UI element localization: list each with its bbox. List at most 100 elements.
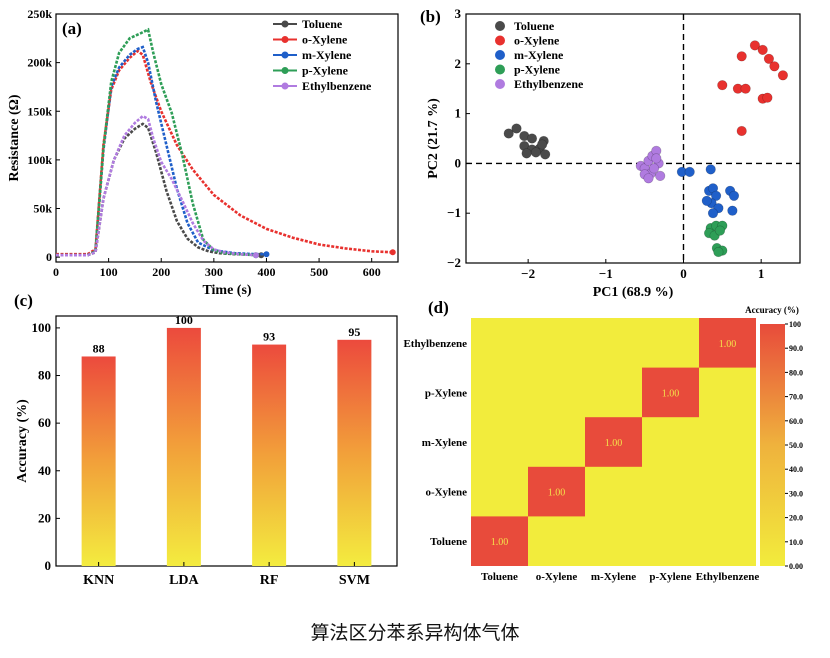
heatmap-x-label-ethylbenzene: Ethylbenzene (696, 571, 760, 583)
scatter-point-ethylbenzene (648, 163, 660, 174)
legend-label-m-xylene: m-Xylene (302, 48, 352, 62)
x-tick-label-b: −1 (599, 266, 613, 281)
plot-frame-b (465, 13, 801, 264)
x-tick-label-c-svm: SVM (339, 573, 370, 588)
bar-value-label-svm: 95 (348, 325, 360, 339)
panel-a-line-chart: (a) 0 100 200 300 400 500 600 0 50k 100k 150k 200k 25… (7, 7, 399, 298)
scatter-point-toluene (540, 149, 551, 160)
series-end-marker-m-xylene (263, 251, 270, 258)
heatmap-y-label-o-xylene: o-Xylene (425, 487, 467, 499)
y-axis-label-c: Accuracy (%) (15, 399, 30, 483)
y-tick-label-c: 40 (38, 463, 51, 478)
series-end-marker-o-xylene (389, 249, 396, 256)
x-tick-label-c-lda: LDA (169, 573, 199, 588)
y-tick-label-a: 150k (27, 104, 52, 118)
legend-marker-o-xylene (281, 36, 289, 43)
legend-label-ethylbenzene: Ethylbenzene (302, 79, 372, 93)
heatmap-y-label-ethylbenzene: Ethylbenzene (403, 338, 467, 350)
y-tick-label-a: 100k (27, 153, 52, 167)
scatter-point-m-xylene (707, 208, 719, 219)
scatter-point-o-xylene (736, 125, 747, 137)
legend-marker-b-toluene (495, 21, 505, 31)
heatmap-cell-ethylbenzene-ethylbenzene (699, 318, 756, 368)
colorbar-tick-label: 60.0 (789, 417, 803, 426)
heatmap-cell-label: 1.00 (605, 438, 623, 449)
scatter-point-p-xylene (713, 246, 724, 258)
x-tick-label-b: 0 (680, 266, 687, 281)
bar-svm (337, 339, 372, 566)
scatter-point-m-xylene (684, 166, 695, 177)
heatmap-cell-label: 1.00 (548, 488, 566, 499)
x-tick-label-b: 1 (758, 266, 765, 281)
colorbar-tick-label: 0.00 (789, 562, 803, 571)
x-axis-label-a: Time (s) (202, 283, 251, 298)
scatter-point-toluene (526, 133, 538, 144)
legend-marker-b-m-xylene (495, 50, 505, 60)
series-line-p-xylene (56, 27, 256, 257)
scatter-point-ethylbenzene (643, 173, 654, 184)
scatter-point-m-xylene (727, 205, 738, 216)
heatmap-x-label-o-xylene: o-Xylene (536, 571, 578, 583)
x-tick-label-a: 100 (100, 265, 118, 279)
scatter-point-toluene (503, 128, 514, 139)
series-line-ethylbenzene (56, 114, 256, 257)
scatter-point-o-xylene (736, 51, 747, 62)
heatmap-x-label-toluene: Toluene (481, 571, 518, 583)
x-axis-label-b: PC1 (68.9 %) (593, 285, 674, 300)
x-tick-label-a: 200 (152, 265, 170, 279)
legend-marker-b-p-xylene (495, 64, 505, 75)
y-tick-label-c: 0 (45, 558, 52, 573)
legend-label-b-p-xylene: p-Xylene (514, 63, 561, 77)
y-tick-label-a: 200k (27, 56, 52, 70)
scatter-point-o-xylene (769, 61, 780, 72)
scatter-point-o-xylene (777, 70, 789, 81)
colorbar-tick-label: 90.0 (789, 344, 803, 353)
legend-marker-b-ethylbenzene (495, 79, 505, 89)
y-tick-label-b: 0 (455, 155, 462, 170)
heatmap-y-label-m-xylene: m-Xylene (422, 437, 467, 449)
colorbar-tick-label: 80.0 (789, 368, 803, 377)
colorbar-tick-label: 70.0 (789, 393, 803, 402)
bar-lda (166, 327, 201, 566)
legend-label-o-xylene: o-Xylene (302, 33, 348, 47)
x-tick-label-a: 500 (310, 265, 328, 279)
heatmap-cell-m-xylene-m-xylene (585, 417, 642, 467)
heatmap-cell-label: 1.00 (719, 339, 737, 350)
figure: (a)0 100 200 300 400 500 600050k100k150k200k25… (7, 6, 803, 588)
heatmap-x-label-p-xylene: p-Xylene (649, 571, 691, 583)
y-axis-label-a: Resistance (Ω) (7, 94, 22, 181)
scatter-point-o-xylene (762, 92, 773, 103)
scatter-point-toluene (521, 148, 532, 159)
legend-marker-ethylbenzene (281, 82, 289, 90)
series-line-m-xylene (56, 45, 267, 257)
plot-frame-c (55, 315, 398, 567)
bar-value-label-rf: 93 (263, 330, 275, 344)
scatter-point-o-xylene (740, 83, 751, 94)
colorbar-tick-label: 20.0 (789, 514, 803, 523)
legend-label-b-m-xylene: m-Xylene (514, 48, 564, 62)
x-tick-label-a: 400 (257, 265, 275, 279)
heatmap-cell-o-xylene-o-xylene (528, 466, 585, 517)
series-line-toluene (56, 122, 262, 257)
series-end-marker-ethylbenzene (252, 252, 259, 259)
y-tick-label-b: 2 (455, 56, 462, 71)
plot-frame-a (55, 13, 399, 263)
legend-label-toluene: Toluene (302, 17, 343, 31)
legend-marker-b-o-xylene (495, 35, 505, 46)
legend-label-b-toluene: Toluene (514, 19, 555, 33)
bar-value-label-knn: 88 (93, 341, 105, 355)
panel-label-c: (c) (14, 291, 33, 310)
scatter-point-ethylbenzene (655, 170, 666, 181)
scatter-point-ethylbenzene (651, 153, 662, 164)
y-tick-label-c: 80 (38, 368, 51, 383)
colorbar-tick-label: 10.0 (789, 538, 803, 547)
panel-label-b: (b) (420, 7, 441, 26)
colorbar-tick-label: 50.0 (789, 441, 803, 450)
y-tick-label-c: 20 (38, 510, 51, 525)
colorbar (760, 324, 785, 566)
colorbar-title: Accuracy (%) (745, 305, 799, 315)
scatter-point-o-xylene (763, 53, 775, 64)
panel-b-scatter-chart: (b) −2 −1 0 1 −2 −1 0 1 2 3 PC1 (68.9 %) PC2 (21.7 %… (420, 6, 801, 300)
panel-d-heatmap: (d) 1.00 1.00 1.00 1.00 1.00 Toluene o-Xylene m-… (403, 298, 803, 583)
legend-label-p-xylene: p-Xylene (302, 64, 349, 78)
